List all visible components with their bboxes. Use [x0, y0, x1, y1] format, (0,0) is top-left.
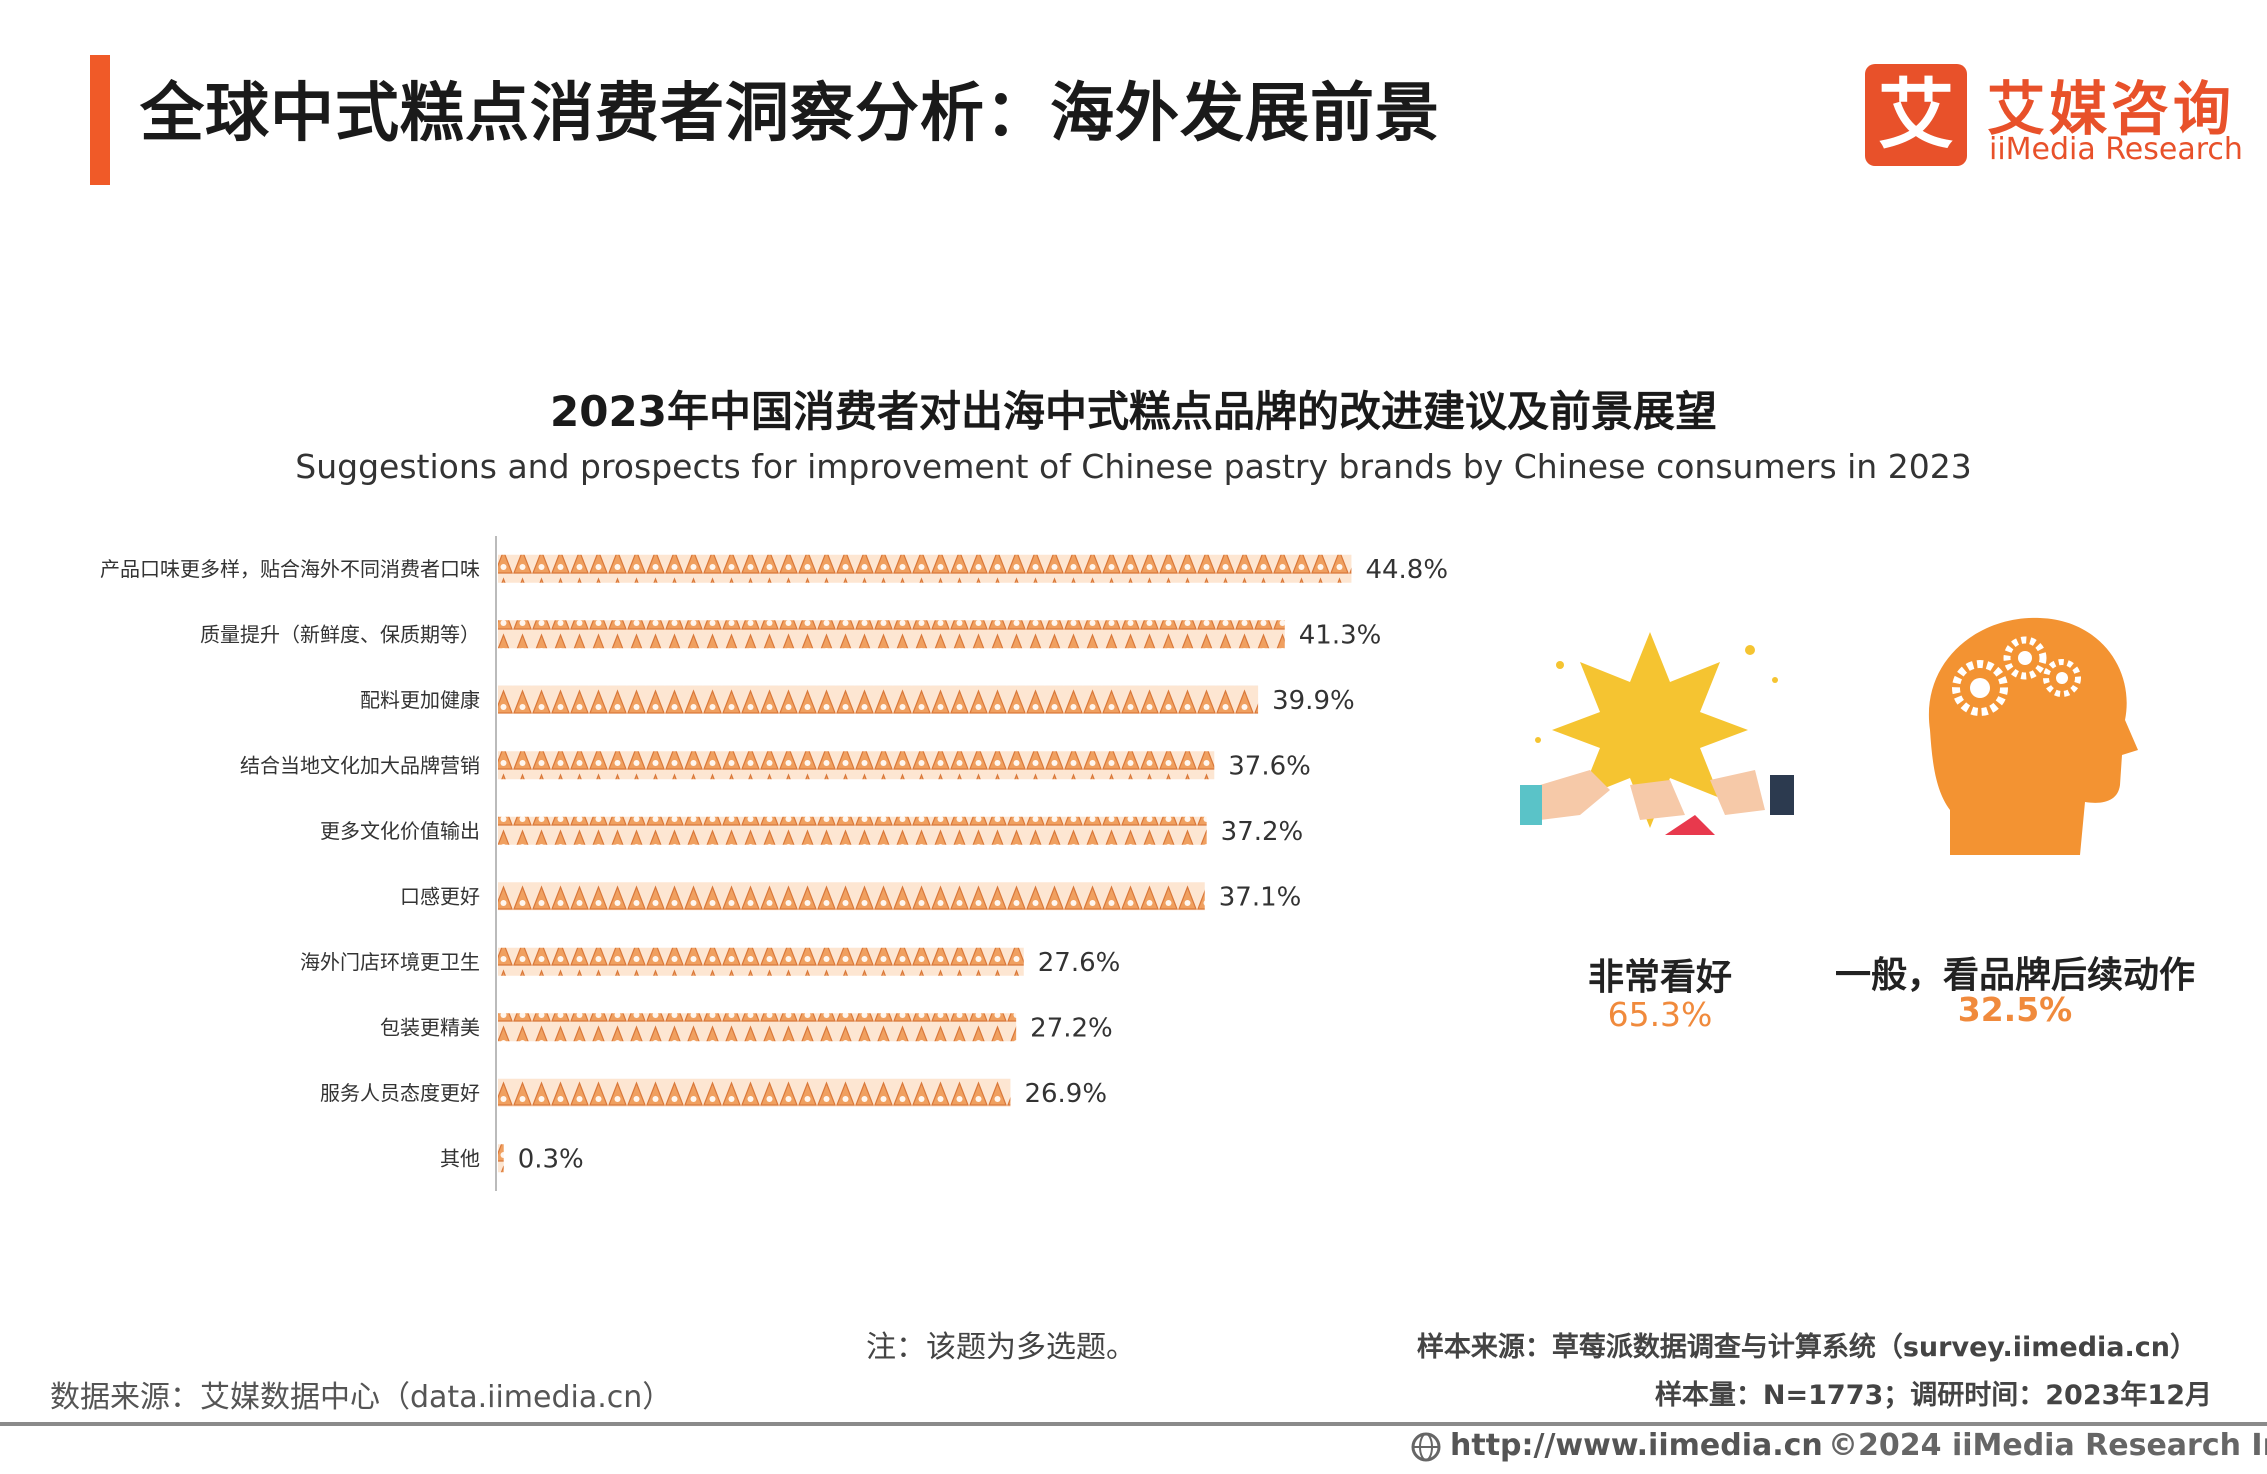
category-label: 包装更精美 — [380, 1015, 480, 1039]
category-label: 更多文化价值输出 — [320, 819, 480, 843]
sample-size: 样本量：N=1773；调研时间：2023年12月 — [1654, 1380, 2212, 1411]
bar-chart: 产品口味更多样，贴合海外不同消费者口味 44.8% 质量提升（新鲜度、保质期等） 41… — [100, 536, 1448, 1191]
bar — [498, 947, 1024, 976]
category-label: 产品口味更多样，贴合海外不同消费者口味 — [100, 557, 480, 581]
data-label: 0.3% — [518, 1144, 584, 1174]
prospect-label-very-positive: 非常看好 — [1587, 957, 1732, 998]
data-source: 数据来源：艾媒数据中心（data.iimedia.cn） — [50, 1380, 673, 1415]
category-label: 其他 — [440, 1146, 480, 1170]
data-label: 37.6% — [1228, 751, 1311, 781]
category-label: 服务人员态度更好 — [320, 1081, 480, 1105]
footer-url-text[interactable]: http://www.iimedia.cn — [1450, 1428, 1823, 1463]
iimedia-logo: 艾 艾媒咨询 iiMedia Research — [1865, 62, 2243, 172]
footer-copyright: ©2024 iiMedia Research Inc — [1828, 1428, 2267, 1463]
category-label: 结合当地文化加大品牌营销 — [240, 753, 480, 777]
bar — [498, 816, 1207, 845]
data-label: 27.6% — [1038, 948, 1121, 978]
logo-mark: 艾 — [1865, 64, 1967, 166]
bar — [498, 1013, 1017, 1042]
prospect-value-very-positive: 65.3% — [1607, 995, 1713, 1034]
logo-text-cn: 艾媒咨询 — [1987, 75, 2236, 143]
prospect-value-neutral: 32.5% — [1957, 990, 2073, 1029]
category-label: 口感更好 — [400, 884, 480, 908]
bar — [498, 685, 1259, 714]
star-thumbs-up-icon — [1520, 632, 1794, 835]
category-label: 配料更加健康 — [360, 688, 480, 712]
bar — [498, 1078, 1011, 1107]
data-label: 44.8% — [1365, 555, 1448, 585]
data-label: 37.2% — [1221, 817, 1304, 847]
bar — [498, 1144, 504, 1173]
data-label: 41.3% — [1299, 620, 1382, 650]
category-label: 海外门店环境更卫生 — [300, 950, 480, 974]
prospect-label-neutral: 一般，看品牌后续动作 — [1834, 955, 2195, 996]
chart-title: 2023年中国消费者对出海中式糕点品牌的改进建议及前景展望 — [550, 387, 1717, 436]
logo-text-en: iiMedia Research — [1989, 132, 2243, 167]
bar — [498, 620, 1285, 649]
footer-divider — [0, 1422, 2267, 1426]
bar — [498, 554, 1352, 583]
data-label: 39.9% — [1272, 686, 1355, 716]
page-title: 全球中式糕点消费者洞察分析：海外发展前景 — [140, 77, 1440, 151]
chart-note: 注：该题为多选题。 — [866, 1330, 1136, 1365]
bar — [498, 882, 1205, 911]
chart-subtitle: Suggestions and prospects for improvemen… — [295, 447, 1972, 486]
data-label: 27.2% — [1030, 1013, 1113, 1043]
data-label: 37.1% — [1219, 882, 1302, 912]
head-gears-icon — [1928, 617, 2138, 855]
sample-source: 样本来源：草莓派数据调查与计算系统（survey.iimedia.cn） — [1416, 1332, 2197, 1363]
bar — [498, 751, 1215, 780]
data-label: 26.9% — [1024, 1079, 1107, 1109]
category-label: 质量提升（新鲜度、保质期等） — [200, 622, 480, 646]
title-accent-bar — [90, 55, 110, 185]
footer-url[interactable]: http://www.iimedia.cn — [1410, 1428, 1823, 1463]
globe-icon — [1411, 1432, 1441, 1461]
